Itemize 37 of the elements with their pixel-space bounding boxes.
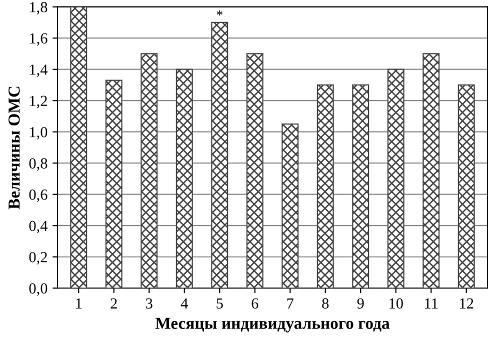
bar — [176, 68, 193, 288]
bar — [422, 53, 440, 288]
bar — [352, 84, 370, 288]
bar — [211, 22, 228, 288]
x-tick-label: 9 — [357, 298, 364, 309]
x-tick-label: 1 — [76, 298, 82, 308]
bar — [316, 84, 334, 288]
bar — [105, 80, 122, 288]
x-axis-title: Месяцы индивидуального года — [155, 318, 390, 332]
x-tick-label: 10 — [390, 298, 403, 309]
x-tick-label: 3 — [146, 298, 152, 309]
y-tick-label: 0,4 — [29, 220, 48, 234]
y-tick-label: 1,8 — [30, 2, 48, 15]
y-axis-title: Величины ОМС — [8, 86, 20, 210]
bar — [387, 68, 404, 288]
x-tick-label: 2 — [110, 298, 117, 308]
y-tick-label: 0,0 — [29, 283, 48, 296]
x-tick-label: 11 — [425, 298, 438, 308]
x-tick-label: 8 — [322, 298, 329, 309]
y-tick-label: 0,8 — [29, 158, 48, 171]
bar — [458, 84, 475, 288]
y-tick-label: 0,2 — [29, 252, 47, 265]
y-tick-label: 1,6 — [30, 33, 48, 46]
bar — [70, 6, 88, 288]
bar — [246, 53, 264, 288]
x-tick-label: 7 — [287, 298, 294, 308]
bar — [140, 53, 158, 288]
x-tick-label: 4 — [180, 298, 188, 308]
x-tick-label: 12 — [460, 298, 474, 308]
y-tick-label: 1,4 — [30, 64, 48, 78]
bar — [282, 123, 299, 288]
y-tick-label: 0,6 — [29, 190, 48, 202]
y-tick-label: 1,0 — [30, 127, 48, 140]
x-tick-label: 5 — [216, 298, 223, 309]
x-tick-label: 6 — [252, 298, 258, 309]
annotation: * — [216, 10, 222, 16]
y-tick-label: 1,2 — [30, 96, 47, 108]
